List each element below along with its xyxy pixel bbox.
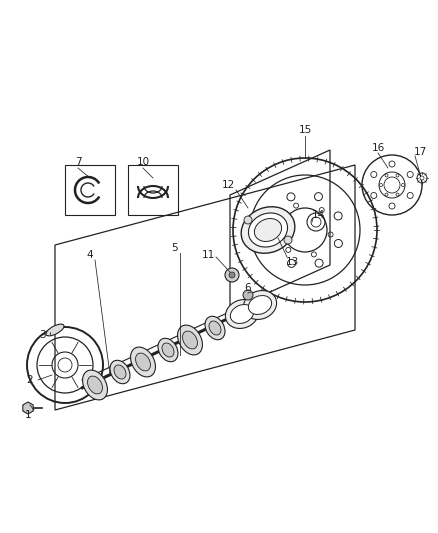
Circle shape [268,240,276,248]
Circle shape [284,236,292,244]
Circle shape [277,223,282,228]
Text: 7: 7 [75,157,81,167]
Circle shape [268,213,276,221]
Ellipse shape [177,325,202,355]
Ellipse shape [183,331,198,349]
Circle shape [328,232,333,237]
Text: 5: 5 [172,243,178,253]
Text: 10: 10 [137,157,149,167]
Circle shape [389,161,395,167]
Circle shape [311,252,316,257]
Circle shape [314,192,322,200]
Circle shape [319,207,324,213]
Circle shape [243,290,253,300]
Circle shape [287,193,295,201]
Ellipse shape [88,376,102,394]
Text: 2: 2 [27,375,33,385]
Ellipse shape [244,290,277,319]
Circle shape [420,176,424,180]
Text: 15: 15 [298,125,311,135]
Circle shape [225,268,239,282]
Ellipse shape [254,219,282,241]
Ellipse shape [158,338,178,362]
Circle shape [402,183,405,187]
Ellipse shape [230,304,254,324]
Ellipse shape [110,360,130,384]
Text: 6: 6 [245,283,251,293]
Circle shape [385,174,388,177]
Ellipse shape [82,370,107,400]
Circle shape [396,193,399,196]
Circle shape [334,212,342,220]
Circle shape [334,239,343,247]
Ellipse shape [131,347,155,377]
Ellipse shape [226,300,258,328]
Ellipse shape [248,295,272,314]
Text: 14: 14 [311,210,325,220]
Text: 3: 3 [39,330,45,340]
Circle shape [371,172,377,177]
Polygon shape [23,402,33,414]
Ellipse shape [46,324,64,336]
Circle shape [293,203,299,208]
Circle shape [244,216,252,224]
Ellipse shape [114,365,126,379]
Circle shape [407,172,413,177]
Text: 1: 1 [25,410,31,420]
Circle shape [385,193,388,196]
Text: 17: 17 [413,147,427,157]
Text: 16: 16 [371,143,385,153]
Circle shape [389,203,395,209]
Circle shape [229,272,235,278]
Circle shape [379,183,382,187]
Text: 13: 13 [286,257,299,267]
Text: 4: 4 [87,250,93,260]
Circle shape [371,192,377,198]
Circle shape [287,260,296,268]
Circle shape [407,192,413,198]
Circle shape [286,247,291,253]
Ellipse shape [241,207,295,253]
Bar [65,165,115,215]
Bar [128,165,178,215]
Ellipse shape [209,321,221,335]
Circle shape [396,174,399,177]
Ellipse shape [162,343,174,357]
Text: 11: 11 [201,250,215,260]
Text: 12: 12 [221,180,235,190]
Ellipse shape [135,353,151,371]
Ellipse shape [205,316,225,340]
Ellipse shape [248,213,287,247]
Circle shape [311,217,321,227]
Circle shape [315,259,323,267]
